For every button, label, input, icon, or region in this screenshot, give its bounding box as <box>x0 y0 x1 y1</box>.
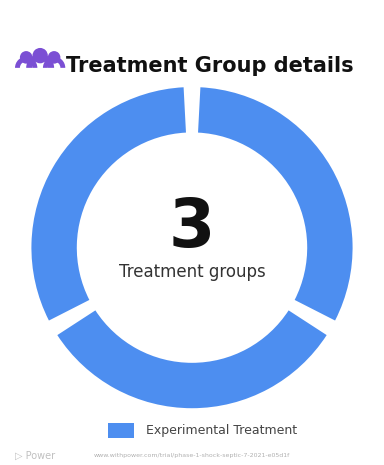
Wedge shape <box>198 87 353 320</box>
Text: www.withpower.com/trial/phase-1-shock-septic-7-2021-e05d1f: www.withpower.com/trial/phase-1-shock-se… <box>94 453 290 458</box>
Circle shape <box>33 48 48 63</box>
Wedge shape <box>43 57 65 68</box>
Text: Treatment groups: Treatment groups <box>119 263 265 281</box>
Circle shape <box>20 51 33 64</box>
Wedge shape <box>15 57 37 68</box>
Text: ▷ Power: ▷ Power <box>15 451 55 461</box>
Text: Experimental Treatment: Experimental Treatment <box>146 424 297 437</box>
Text: 3: 3 <box>169 195 215 261</box>
Wedge shape <box>26 54 54 68</box>
FancyBboxPatch shape <box>108 423 134 438</box>
Wedge shape <box>31 87 186 320</box>
Wedge shape <box>57 310 327 408</box>
Circle shape <box>48 51 60 64</box>
Text: Treatment Group details: Treatment Group details <box>66 56 353 76</box>
